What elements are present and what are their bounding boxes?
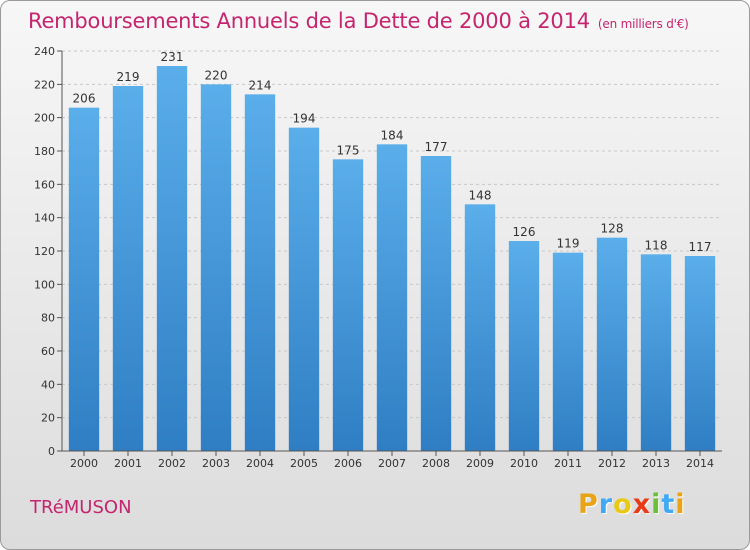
- y-tick-label: 20: [41, 412, 55, 425]
- chart-subtitle: (en milliers d'€): [597, 17, 689, 31]
- bar: [156, 66, 188, 451]
- bar-value-label: 177: [425, 140, 448, 154]
- x-tick-label: 2002: [158, 457, 186, 470]
- x-tick-label: 2011: [554, 457, 582, 470]
- bar-value-label: 220: [205, 68, 228, 82]
- y-tick-label: 200: [34, 112, 55, 125]
- x-tick-label: 2013: [642, 457, 670, 470]
- y-tick-label: 100: [34, 278, 55, 291]
- y-tick-label: 140: [34, 212, 55, 225]
- bar: [332, 159, 364, 452]
- logo-letter: o: [613, 489, 633, 520]
- bar-value-label: 126: [513, 225, 536, 239]
- axes: 0 20 40 60 80 100 120 140 160 180 200 220 240 2000 200…: [34, 45, 722, 470]
- x-tick-label: 2001: [114, 457, 142, 470]
- x-tick-label: 2009: [466, 457, 494, 470]
- bar-value-label: 118: [645, 238, 668, 252]
- y-tick-label: 80: [41, 312, 55, 325]
- x-tick-label: 2010: [510, 457, 538, 470]
- bar-value-label: 119: [557, 237, 580, 251]
- bar: [464, 204, 496, 451]
- y-tick-label: 120: [34, 245, 55, 258]
- chart-title-text: Remboursements Annuels de la Dette de 20…: [28, 9, 590, 33]
- bar-value-label: 117: [689, 240, 712, 254]
- bar-value-label: 206: [73, 92, 96, 106]
- x-tick-label: 2007: [378, 457, 406, 470]
- bar: [684, 256, 716, 451]
- x-tick-label: 2014: [686, 457, 714, 470]
- chart-title: Remboursements Annuels de la Dette de 20…: [28, 9, 689, 33]
- bar-value-label: 214: [249, 78, 272, 92]
- bar-value-label: 231: [161, 50, 184, 64]
- bar: [112, 86, 144, 451]
- y-tick-label: 180: [34, 145, 55, 158]
- bar: [244, 94, 276, 451]
- bar: [420, 156, 452, 451]
- x-tick-label: 2006: [334, 457, 362, 470]
- x-tick-label: 2000: [70, 457, 98, 470]
- x-tick-label: 2004: [246, 457, 274, 470]
- y-tick-label: 0: [48, 445, 55, 458]
- y-tick-label: 160: [34, 178, 55, 191]
- bar-value-label: 219: [117, 70, 140, 84]
- bar-value-label: 175: [337, 143, 360, 157]
- bar: [552, 252, 584, 451]
- bar: [508, 241, 540, 451]
- bar-value-label: 184: [381, 128, 404, 142]
- y-tick-label: 60: [41, 345, 55, 358]
- logo-letter: x: [632, 489, 652, 520]
- y-tick-label: 220: [34, 78, 55, 91]
- commune-name: TRéMUSON: [30, 497, 132, 518]
- x-tick-label: 2012: [598, 457, 626, 470]
- logo-letter: P: [578, 489, 599, 520]
- logo-letter: i: [675, 489, 686, 520]
- bar: [640, 254, 672, 451]
- y-tick-label: 240: [34, 45, 55, 58]
- bar: [200, 84, 232, 451]
- bars: 206 219 231 220 214 194 175 184 177 148 126 119 128 1…: [68, 50, 716, 452]
- bar-value-label: 128: [601, 222, 624, 236]
- logo-letter: t: [661, 489, 676, 520]
- bar: [376, 144, 408, 452]
- bar: [596, 237, 628, 451]
- y-tick-label: 40: [41, 378, 55, 391]
- bar-value-label: 148: [469, 188, 492, 202]
- bar: [288, 127, 320, 452]
- x-tick-label: 2008: [422, 457, 450, 470]
- logo-letter: r: [598, 489, 614, 520]
- logo-letter: i: [651, 489, 662, 520]
- x-tick-label: 2003: [202, 457, 230, 470]
- x-tick-label: 2005: [290, 457, 318, 470]
- bar-value-label: 194: [293, 112, 316, 126]
- bar: [68, 107, 100, 452]
- proxiti-logo: Proxiti: [578, 489, 686, 520]
